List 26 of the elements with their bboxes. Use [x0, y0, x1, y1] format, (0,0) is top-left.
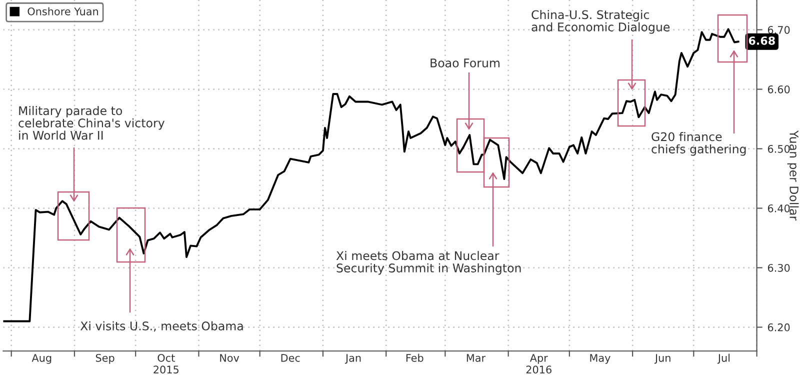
x-tick-label: Mar	[466, 354, 486, 362]
x-tick-label: Jul	[717, 354, 730, 364]
x-tick-label: Feb	[406, 354, 424, 362]
annotation: China-U.S. Strategic and Economic Dialogue	[532, 10, 670, 34]
annotation: Military parade to celebrate China's victory in World War II	[18, 106, 164, 140]
y-tick-label: 6.40	[768, 204, 790, 212]
y-tick-label: 6.50	[768, 144, 790, 153]
x-tick-label: Aug	[32, 354, 52, 364]
y-tick-label: 6.20	[768, 323, 790, 332]
x-tick-label: Nov	[220, 354, 240, 362]
x-tick-label: Apr 2016	[526, 354, 552, 374]
x-tick-label: Jun	[654, 354, 670, 364]
x-tick-label: Jan	[344, 354, 361, 364]
data-label: 6.68	[748, 36, 775, 45]
annotation: Boao Forum	[430, 58, 500, 68]
annotation: Xi visits U.S., meets Obama	[80, 321, 243, 332]
y-tick-label: 6.60	[768, 85, 790, 94]
x-tick-label: May	[590, 354, 610, 364]
x-tick-label: Dec	[281, 354, 300, 362]
y-tick-label: 6.70	[768, 26, 790, 34]
x-tick-label: Sep	[96, 354, 114, 364]
annotation: G20 finance chiefs gathering	[652, 132, 746, 156]
y-tick-label: 6.30	[768, 264, 790, 272]
x-tick-label: Oct 2015	[154, 354, 178, 374]
annotation: Xi meets Obama at Nuclear Security Summit in Washington	[336, 251, 521, 275]
legend-label: Onshore Yuan	[28, 7, 98, 16]
